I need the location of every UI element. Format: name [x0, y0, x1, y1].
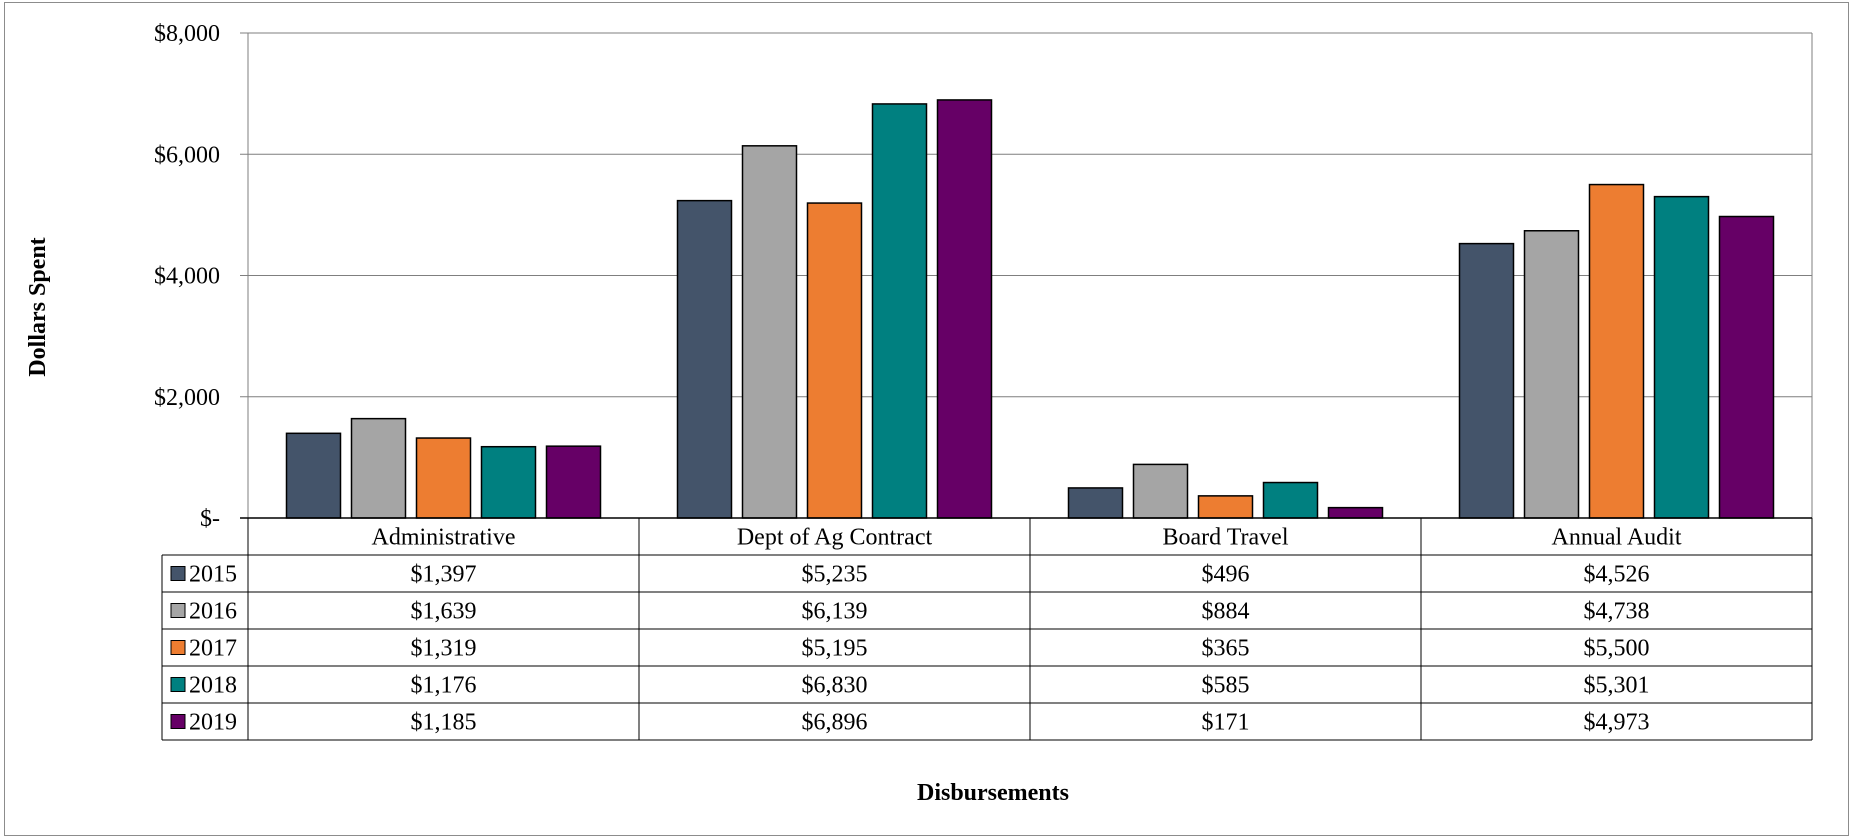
legend-swatch: [170, 566, 186, 581]
data-label: $1,185: [411, 710, 477, 736]
data-label: $5,301: [1584, 673, 1650, 699]
data-label: $6,830: [802, 673, 868, 699]
bar: [350, 417, 407, 519]
legend-swatch: [170, 677, 186, 692]
category-label: Board Travel: [1163, 525, 1289, 551]
data-label: $171: [1202, 710, 1250, 736]
bar: [676, 199, 733, 519]
legend-label: 2018: [189, 673, 237, 699]
data-label: $1,639: [411, 599, 477, 625]
data-label: $4,526: [1584, 562, 1650, 588]
data-table: Administrative Dept of Ag Contract Board T…: [161, 518, 1813, 741]
data-label: $496: [1202, 562, 1250, 588]
bar: [415, 437, 472, 519]
data-label: $365: [1202, 636, 1250, 662]
bar: [936, 99, 993, 519]
data-label: $5,195: [802, 636, 868, 662]
data-label: $5,235: [802, 562, 868, 588]
y-axis-ticks: $- $2,000 $4,000 $6,000 $8,000: [154, 21, 220, 532]
bar: [1067, 487, 1124, 519]
category-label: Dept of Ag Contract: [737, 525, 933, 551]
y-axis-title: Dollars Spent: [25, 237, 51, 376]
bar: [1588, 183, 1645, 519]
chart-frame: [4, 2, 1849, 836]
x-axis-title: Disbursements: [917, 780, 1069, 806]
y-tick-label: $2,000: [154, 385, 220, 411]
legend-label: 2019: [189, 710, 237, 736]
bar: [285, 432, 342, 519]
data-label: $5,500: [1584, 636, 1650, 662]
bar: [1262, 481, 1319, 519]
y-tick-label: $-: [200, 506, 220, 532]
bars: [240, 99, 1812, 519]
legend-label: 2015: [189, 562, 237, 588]
y-tick-label: $6,000: [154, 142, 220, 168]
data-label: $884: [1202, 599, 1250, 625]
data-label: $6,139: [802, 599, 868, 625]
data-label: $4,973: [1584, 710, 1650, 736]
category-label: Administrative: [372, 525, 516, 551]
data-label: $6,896: [802, 710, 868, 736]
legend-swatch: [170, 603, 186, 618]
bar: [1132, 463, 1189, 519]
bar: [871, 103, 928, 519]
data-label: $1,319: [411, 636, 477, 662]
legend-swatch: [170, 640, 186, 655]
bar: [1327, 506, 1384, 519]
bar: [1197, 495, 1254, 519]
legend-swatch: [170, 714, 186, 729]
bar: [480, 445, 537, 519]
legend-label: 2017: [189, 636, 237, 662]
data-label: $1,397: [411, 562, 477, 588]
category-label: Annual Audit: [1552, 525, 1682, 551]
bar: [1523, 230, 1580, 519]
legend-label: 2016: [189, 599, 237, 625]
bar: [1653, 195, 1710, 519]
bar: [741, 145, 798, 519]
y-tick-label: $4,000: [154, 264, 220, 290]
bar: [1458, 242, 1515, 519]
bar: [545, 445, 602, 519]
data-label: $4,738: [1584, 599, 1650, 625]
bar: [1718, 215, 1775, 519]
data-label: $1,176: [411, 673, 477, 699]
y-tick-label: $8,000: [154, 21, 220, 47]
bar: [806, 202, 863, 519]
data-label: $585: [1202, 673, 1250, 699]
